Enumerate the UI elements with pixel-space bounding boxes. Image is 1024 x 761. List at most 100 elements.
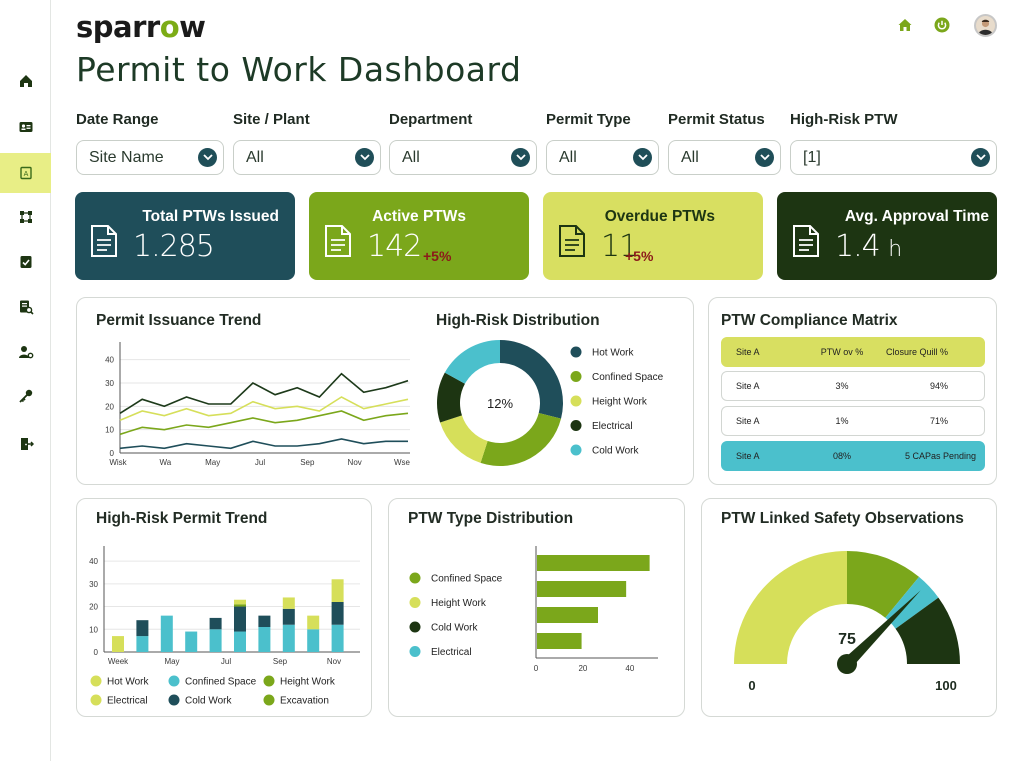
- legend-label: Confined Space: [185, 677, 257, 688]
- chevron-down-icon: [511, 148, 530, 167]
- stacked-bar-segment: [282, 597, 295, 609]
- donut-slice: [480, 412, 562, 466]
- sidebar-item-home[interactable]: [0, 61, 51, 101]
- compliance-matrix-title: PTW Compliance Matrix: [721, 312, 898, 329]
- permit-status-value: All: [681, 148, 699, 166]
- type-bar: [537, 581, 627, 597]
- date-range-select[interactable]: Site Name: [76, 140, 224, 175]
- legend-label: Height Work: [280, 677, 336, 688]
- matrix-row[interactable]: Site A 08% 5 CAPas Pending: [721, 441, 985, 471]
- high-risk-trend-title: High-Risk Permit Trend: [96, 510, 268, 527]
- chevron-down-icon: [971, 148, 990, 167]
- app-logo[interactable]: sparrow: [76, 10, 206, 44]
- legend-swatch: [570, 420, 582, 431]
- y-tick-label: 20: [105, 402, 114, 411]
- sidebar: A: [0, 0, 51, 761]
- sidebar-item-user-settings[interactable]: [0, 332, 51, 372]
- sidebar-item-keys[interactable]: [0, 376, 51, 416]
- permit-icon: A: [19, 166, 32, 180]
- stacked-bar-segment: [234, 599, 246, 605]
- legend-swatch: [570, 395, 582, 407]
- high-risk-trend-panel: [76, 498, 372, 717]
- sidebar-item-workflow[interactable]: [0, 197, 51, 237]
- stacked-bar-segment: [331, 602, 344, 625]
- filter-label-high-risk-ptw: High-Risk PTW: [790, 111, 898, 128]
- x-tick-label: Wisk: [109, 458, 127, 467]
- site-plant-select[interactable]: All: [233, 140, 381, 175]
- kpi-title: Active PTWs: [372, 208, 466, 225]
- legend-swatch: [263, 675, 275, 687]
- x-tick-label: Nov: [327, 657, 341, 666]
- stacked-bar-segment: [307, 615, 320, 630]
- gauge-band: [895, 597, 960, 664]
- legend-swatch: [168, 694, 180, 706]
- sidebar-item-inspection[interactable]: [0, 287, 51, 327]
- home-icon: [898, 19, 912, 31]
- high-risk-ptw-select[interactable]: [1]: [790, 140, 997, 175]
- permit-status-select[interactable]: All: [668, 140, 781, 175]
- y-tick-label: 30: [105, 379, 114, 388]
- legend-label: Excavation: [280, 696, 329, 707]
- stacked-bar-segment: [331, 624, 344, 652]
- matrix-cell: Site A: [736, 416, 760, 426]
- safety-observations-title: PTW Linked Safety Observations: [721, 510, 964, 527]
- kpi-value: 1.4 h: [835, 229, 902, 264]
- x-tick-label: Wse: [394, 458, 411, 467]
- donut-slice: [444, 340, 500, 384]
- sidebar-item-permit[interactable]: A: [0, 153, 51, 193]
- matrix-row[interactable]: Site A 1% 71%: [721, 406, 985, 436]
- legend-label: Confined Space: [431, 574, 503, 585]
- date-range-value: Site Name: [89, 148, 164, 166]
- y-tick-label: 20: [89, 603, 98, 612]
- kpi-title: Avg. Approval Time: [844, 208, 989, 225]
- matrix-cell: 71%: [929, 416, 948, 426]
- user-photo-icon: [976, 16, 995, 35]
- x-tick-label: Sep: [300, 458, 315, 467]
- safety-observations-gauge: 75 0 100: [734, 551, 960, 690]
- series-line: [119, 410, 409, 436]
- matrix-cell: 1%: [835, 416, 849, 426]
- department-select[interactable]: All: [389, 140, 537, 175]
- matrix-cell: PTW ov %: [820, 347, 864, 357]
- sidebar-item-id-card[interactable]: [0, 107, 51, 147]
- x-tick-label: Wa: [159, 458, 171, 467]
- kpi-avg-approval-time[interactable]: Avg. Approval Time 1.4 h: [777, 192, 997, 280]
- type-bar: [537, 555, 650, 571]
- legend-label: Electrical: [592, 421, 633, 432]
- header-home-button[interactable]: [894, 14, 916, 36]
- donut-slice: [437, 372, 465, 423]
- gauge-band: [847, 551, 920, 618]
- y-tick-label: 0: [94, 648, 99, 657]
- user-avatar[interactable]: [974, 14, 997, 37]
- sidebar-item-logout[interactable]: [0, 424, 51, 464]
- x-tick-label: May: [164, 657, 179, 666]
- matrix-cell: 08%: [832, 451, 851, 461]
- legend-swatch: [90, 675, 102, 687]
- permit-type-select[interactable]: All: [546, 140, 659, 175]
- gauge-band: [885, 576, 939, 629]
- legend-swatch: [570, 371, 582, 382]
- x-tick-label: Jul: [255, 458, 265, 467]
- x-tick-label: May: [205, 458, 220, 467]
- kpi-active-ptws[interactable]: Active PTWs 142 +5%: [309, 192, 529, 280]
- gauge-min-label: 0: [748, 678, 755, 690]
- type-bar: [537, 633, 582, 649]
- power-icon: [934, 17, 950, 33]
- high-risk-ptw-value: [1]: [803, 148, 821, 166]
- matrix-row[interactable]: Site A PTW ov % Closure Quill %: [721, 337, 985, 367]
- header-power-button[interactable]: [931, 14, 953, 36]
- sidebar-item-checklist[interactable]: [0, 242, 51, 282]
- document-icon: [559, 225, 585, 257]
- y-tick-label: 0: [110, 449, 115, 458]
- document-icon: [793, 225, 819, 257]
- kpi-total-ptws[interactable]: Total PTWs Issued 1.285: [75, 192, 295, 280]
- matrix-cell: Closure Quill %: [885, 347, 948, 357]
- donut-slice: [500, 340, 563, 419]
- matrix-row[interactable]: Site A 3% 94%: [721, 371, 985, 401]
- gauge-value: 75: [838, 631, 856, 648]
- stacked-bar-segment: [112, 636, 124, 652]
- filter-label-site-plant: Site / Plant: [233, 111, 310, 128]
- kpi-overdue-ptws[interactable]: Overdue PTWs 11 +5%: [543, 192, 763, 280]
- legend-swatch: [570, 444, 582, 456]
- kpi-value: 1.285: [133, 229, 215, 264]
